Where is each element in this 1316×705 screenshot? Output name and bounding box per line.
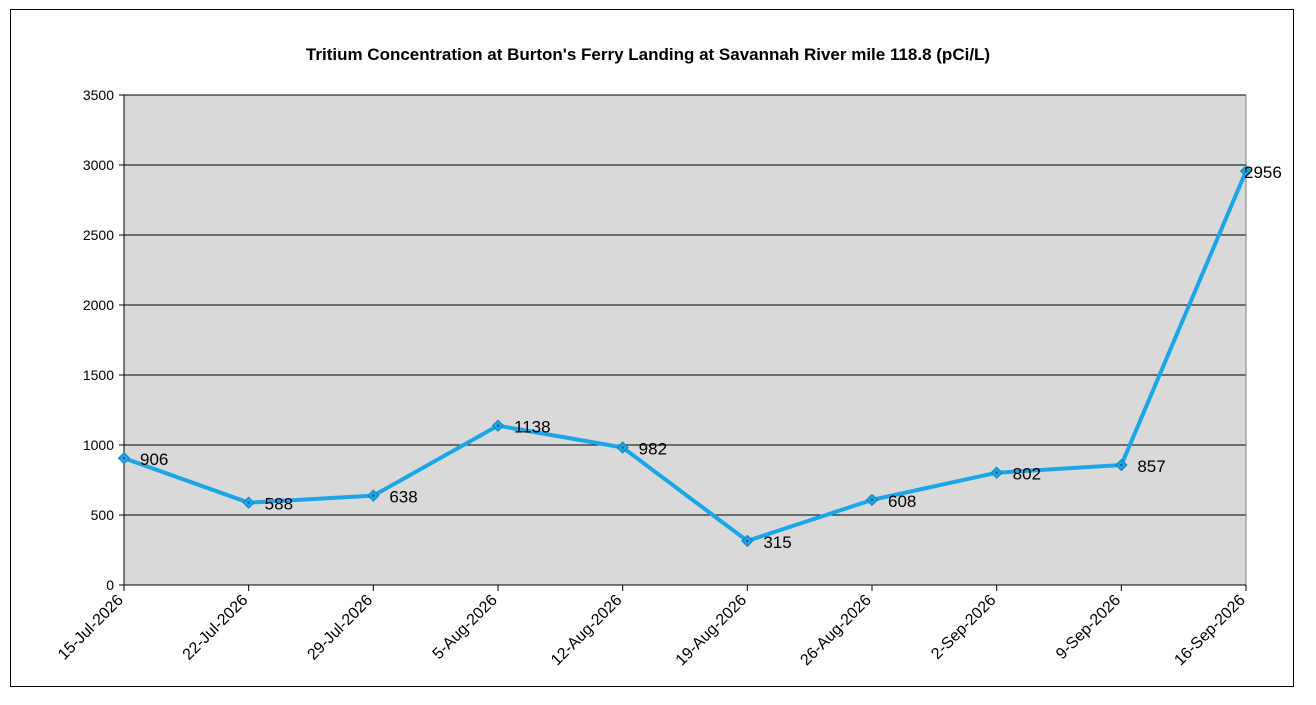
y-tick-label: 0	[106, 577, 114, 593]
chart-title: Tritium Concentration at Burton's Ferry …	[306, 45, 990, 64]
data-point-center	[995, 472, 997, 474]
y-tick-label: 3500	[83, 87, 114, 103]
data-label: 2956	[1244, 163, 1282, 182]
y-tick-label: 500	[91, 507, 115, 523]
data-label: 588	[265, 495, 293, 514]
x-tick-label: 5-Aug-2026	[430, 592, 501, 663]
y-tick-label: 1500	[83, 367, 114, 383]
y-tick-label: 2500	[83, 227, 114, 243]
data-point-center	[621, 446, 623, 448]
x-tick-label: 19-Aug-2026	[673, 592, 751, 670]
x-tick-label: 29-Jul-2026	[304, 592, 376, 664]
data-label: 638	[389, 488, 417, 507]
x-tick-label: 12-Aug-2026	[548, 592, 626, 670]
data-point-center	[247, 501, 249, 503]
data-point-center	[746, 540, 748, 542]
y-tick-label: 2000	[83, 297, 114, 313]
y-axis-ticks: 0 500 1000 1500 2000 2500 3000 3500	[83, 87, 124, 593]
x-tick-label: 16-Sep-2026	[1171, 592, 1249, 670]
x-tick-label: 22-Jul-2026	[180, 592, 252, 664]
data-point-center	[123, 457, 125, 459]
data-label: 857	[1137, 457, 1165, 476]
x-axis-ticks: 15-Jul-2026 22-Jul-2026 29-Jul-2026 5-Aug-2…	[55, 585, 1249, 669]
data-point-center	[372, 494, 374, 496]
data-label: 608	[888, 492, 916, 511]
x-tick-label: 2-Sep-2026	[928, 592, 999, 663]
data-label: 802	[1013, 465, 1041, 484]
y-tick-label: 3000	[83, 157, 114, 173]
chart-container: Tritium Concentration at Burton's Ferry …	[10, 9, 1294, 687]
data-label: 906	[140, 450, 168, 469]
data-point-center	[497, 424, 499, 426]
data-point-center	[871, 499, 873, 501]
y-tick-label: 1000	[83, 437, 114, 453]
data-point-center	[1120, 464, 1122, 466]
data-label: 315	[763, 533, 791, 552]
x-tick-label: 26-Aug-2026	[797, 592, 875, 670]
data-label: 982	[639, 440, 667, 459]
line-chart: Tritium Concentration at Burton's Ferry …	[11, 10, 1295, 688]
x-tick-label: 15-Jul-2026	[55, 592, 127, 664]
x-tick-label: 9-Sep-2026	[1053, 592, 1124, 663]
data-label: 1138	[514, 418, 551, 437]
